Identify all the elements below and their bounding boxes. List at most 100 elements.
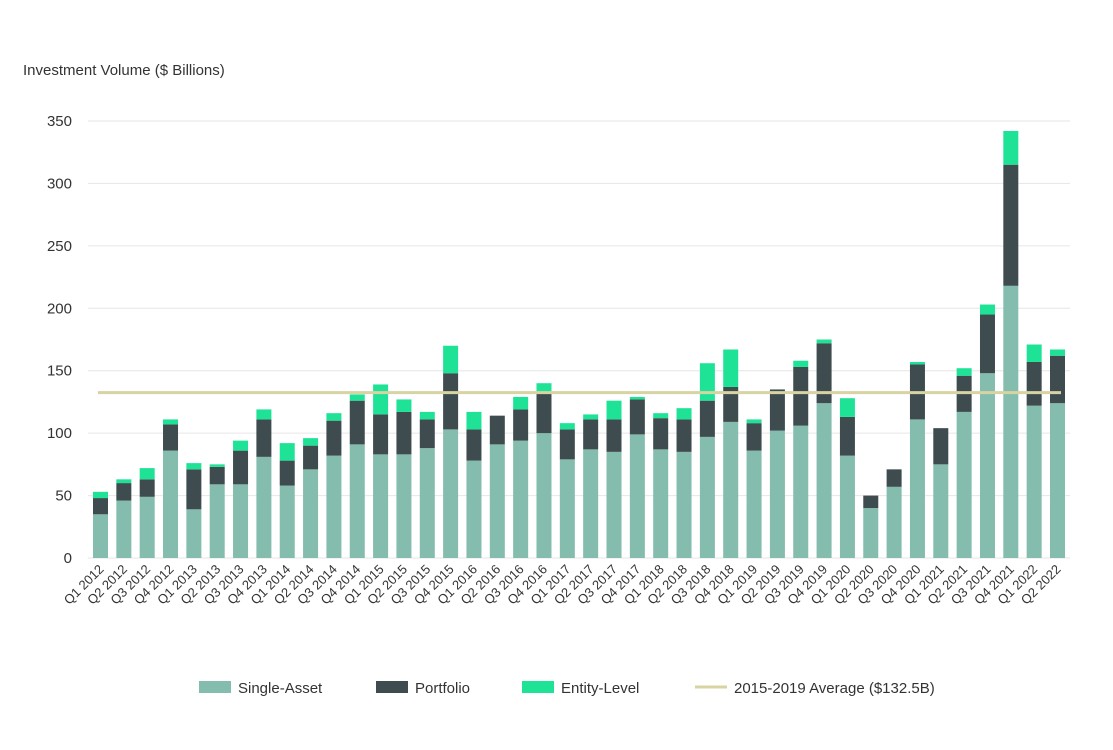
bar-entity-level xyxy=(419,411,435,420)
bar-stack xyxy=(489,415,505,558)
bars xyxy=(93,130,1065,558)
bar-entity-level xyxy=(279,443,295,461)
bar-portfolio xyxy=(163,424,179,451)
bar-portfolio xyxy=(769,389,785,431)
bar-entity-level xyxy=(1050,349,1065,356)
bar-portfolio xyxy=(583,419,599,450)
bar-portfolio xyxy=(816,343,832,404)
bar-single-asset xyxy=(186,509,202,558)
legend-label-entity-level: Entity-Level xyxy=(561,680,639,697)
bar-entity-level xyxy=(956,368,972,376)
bar-stack xyxy=(886,469,902,558)
legend-label-portfolio: Portfolio xyxy=(415,680,470,697)
bar-entity-level xyxy=(326,413,342,421)
bar-entity-level xyxy=(349,394,365,401)
bar-portfolio xyxy=(559,429,575,460)
bar-portfolio xyxy=(139,479,155,497)
bar-entity-level xyxy=(443,345,459,374)
bar-stack xyxy=(793,360,809,558)
bar-portfolio xyxy=(396,411,412,455)
bar-entity-level xyxy=(93,491,108,499)
bar-portfolio xyxy=(489,415,505,445)
legend-label-2015-2019-average-132-5b: 2015-2019 Average ($132.5B) xyxy=(734,680,935,697)
bar-portfolio xyxy=(606,419,622,452)
bar-single-asset xyxy=(583,449,599,558)
bar-single-asset xyxy=(1003,285,1019,558)
bar-entity-level xyxy=(186,463,202,470)
bar-entity-level xyxy=(116,479,132,484)
bar-single-asset xyxy=(979,373,995,558)
bar-single-asset xyxy=(489,444,505,558)
bar-single-asset xyxy=(723,421,739,558)
bar-stack xyxy=(816,339,832,558)
bar-portfolio xyxy=(886,469,902,487)
bar-stack xyxy=(583,414,599,558)
bar-single-asset xyxy=(816,403,832,558)
bar-stack xyxy=(326,413,342,558)
bar-single-asset xyxy=(676,451,692,558)
y-tick-label: 300 xyxy=(47,175,72,192)
bar-entity-level xyxy=(396,399,412,412)
y-tick-label: 50 xyxy=(55,488,72,505)
bar-stack xyxy=(279,443,295,558)
bar-portfolio xyxy=(303,445,319,470)
bar-single-asset xyxy=(116,500,132,558)
legend-swatch-single-asset xyxy=(199,681,231,693)
bar-single-asset xyxy=(793,425,809,558)
bar-entity-level xyxy=(1003,130,1019,165)
bar-stack xyxy=(723,349,739,558)
bar-portfolio xyxy=(186,469,202,510)
gridlines xyxy=(88,120,1070,559)
bar-single-asset xyxy=(279,485,295,558)
bar-stack xyxy=(396,399,412,558)
bar-stack xyxy=(653,413,669,558)
bar-portfolio xyxy=(653,418,669,450)
bar-stack xyxy=(256,409,272,558)
legend-label-single-asset: Single-Asset xyxy=(238,680,323,697)
bar-stack xyxy=(1003,130,1019,558)
bar-single-asset xyxy=(559,459,575,558)
y-tick-label: 200 xyxy=(47,300,72,317)
bar-stack xyxy=(933,428,949,558)
bar-single-asset xyxy=(326,455,342,558)
bar-stack xyxy=(536,383,552,558)
bar-stack xyxy=(349,394,365,558)
bar-single-asset xyxy=(163,450,179,558)
bar-entity-level xyxy=(793,360,809,367)
bar-single-asset xyxy=(396,454,412,558)
bar-single-asset xyxy=(746,450,762,558)
legend-swatch-portfolio xyxy=(376,681,408,693)
bar-portfolio xyxy=(256,419,272,457)
bar-stack xyxy=(419,411,435,558)
bar-single-asset xyxy=(839,455,855,558)
bar-entity-level xyxy=(676,408,692,420)
bar-stack xyxy=(186,463,202,558)
bar-portfolio xyxy=(116,483,132,501)
bar-single-asset xyxy=(139,496,155,558)
bar-single-asset xyxy=(349,444,365,558)
bar-single-asset xyxy=(863,508,879,558)
bar-single-asset xyxy=(1026,405,1042,558)
bar-stack xyxy=(209,464,225,558)
bar-stack xyxy=(863,495,879,558)
bar-stack xyxy=(443,345,459,558)
bar-portfolio xyxy=(513,409,529,441)
bar-single-asset xyxy=(209,484,225,558)
bar-portfolio xyxy=(839,416,855,456)
bar-single-asset xyxy=(629,434,645,558)
bar-portfolio xyxy=(233,450,249,485)
bar-stack xyxy=(676,408,692,558)
bar-stack xyxy=(956,368,972,558)
bar-portfolio xyxy=(723,386,739,422)
bar-entity-level xyxy=(513,396,529,410)
bar-portfolio xyxy=(629,399,645,435)
bar-entity-level xyxy=(209,464,225,467)
bar-single-asset xyxy=(303,469,319,558)
bar-stack xyxy=(139,468,155,558)
legend-swatch-entity-level xyxy=(522,681,554,693)
bar-portfolio xyxy=(373,414,389,455)
bar-entity-level xyxy=(303,438,319,446)
bar-single-asset xyxy=(699,436,715,558)
bar-single-asset xyxy=(443,429,459,558)
